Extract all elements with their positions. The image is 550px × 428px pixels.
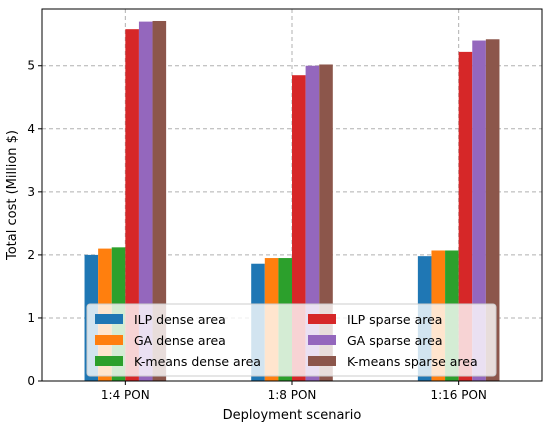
legend-label: GA dense area [134, 333, 226, 348]
legend-label: GA sparse area [347, 333, 443, 348]
y-tick-label: 1 [27, 311, 35, 325]
y-tick-label: 5 [27, 59, 35, 73]
tick-labels: 0 1 2 3 4 5 1:4 PON 1:8 PON 1:16 PON [27, 59, 487, 402]
legend-box [86, 303, 497, 377]
legend: ILP dense area GA dense area K-means dense… [86, 303, 497, 377]
legend-label: ILP sparse area [347, 312, 442, 327]
y-tick-label: 0 [27, 374, 35, 388]
bar-ilp-sparse-area [125, 29, 139, 382]
axes [38, 8, 543, 385]
bar-k-means-sparse-area [485, 39, 500, 382]
y-tick-label: 4 [27, 122, 35, 136]
bar-ga-sparse-area [305, 65, 320, 382]
legend-label: K-means sparse area [347, 354, 478, 369]
legend-swatch [95, 335, 123, 345]
y-tick-label: 2 [27, 248, 35, 262]
legend-swatch [308, 314, 336, 324]
legend-label: ILP dense area [134, 312, 226, 327]
x-axis-label: Deployment scenario [223, 408, 362, 423]
bar-ilp-sparse-area [458, 51, 473, 382]
legend-swatch [95, 356, 123, 366]
bar-k-means-sparse-area [319, 64, 333, 382]
bar-ga-sparse-area [472, 40, 486, 382]
legend-swatch [308, 356, 336, 366]
x-tick-label: 1:16 PON [430, 388, 486, 402]
legend-swatch [95, 314, 123, 324]
legend-label: K-means dense area [134, 354, 261, 369]
bar-k-means-sparse-area [152, 20, 167, 381]
x-tick-label: 1:8 PON [268, 388, 317, 402]
y-axis-label: Total cost (Million $) [5, 130, 20, 261]
bar-ga-sparse-area [138, 21, 153, 381]
axes-frame [41, 8, 543, 382]
legend-swatch [308, 335, 336, 345]
x-tick-label: 1:4 PON [101, 388, 150, 402]
y-tick-label: 3 [27, 185, 35, 199]
